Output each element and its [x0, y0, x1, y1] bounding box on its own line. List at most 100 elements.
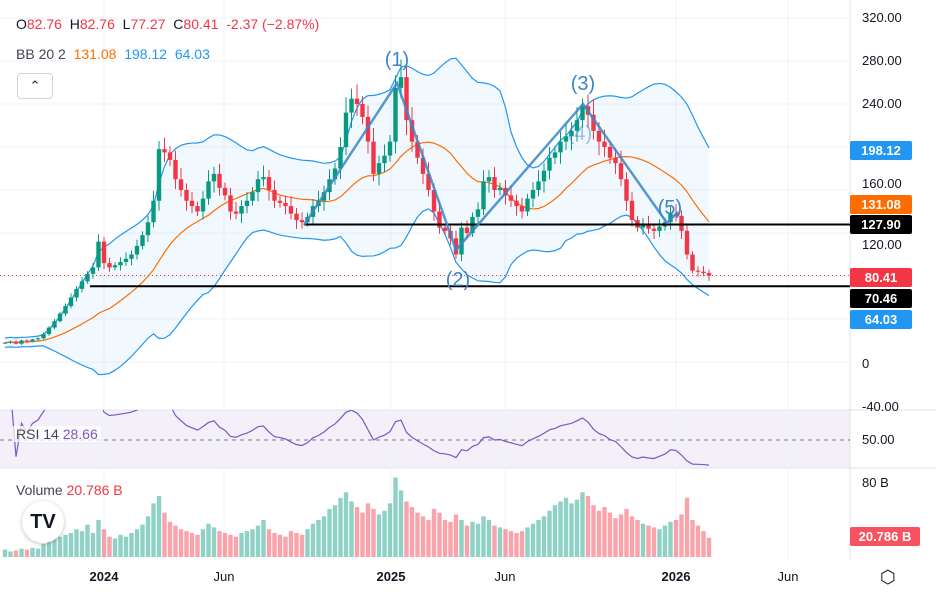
candle-body — [442, 227, 448, 231]
candle-body — [613, 157, 618, 164]
wave-label: (3) — [571, 73, 595, 95]
candle-body — [189, 200, 195, 207]
volume-bar — [123, 536, 129, 557]
volume-bar — [503, 529, 508, 557]
volume-bar — [189, 532, 195, 557]
candle-body — [96, 241, 101, 268]
volume-bar — [376, 514, 382, 557]
candle-body — [481, 181, 486, 210]
volume-bar — [585, 495, 591, 557]
volume-bar — [580, 492, 585, 557]
chevron-up-icon: ⌃ — [29, 78, 41, 93]
collapse-legend-button[interactable]: ⌃ — [17, 73, 53, 99]
volume-bar — [382, 510, 387, 557]
volume-bar — [332, 505, 338, 557]
candle-body — [514, 200, 519, 207]
candle-body — [57, 313, 63, 322]
volume-bar — [426, 520, 431, 557]
rsi-legend[interactable]: RSI 14 28.66 — [13, 426, 101, 442]
volume-bar — [453, 514, 459, 557]
volume-bar — [646, 525, 651, 557]
candle-body — [404, 77, 409, 121]
volume-bar — [41, 544, 46, 557]
bb-upper-tag: 198.12 — [850, 141, 912, 160]
candle-body — [679, 215, 684, 231]
candle-body — [525, 198, 530, 212]
candle-body — [129, 254, 134, 259]
volume-bar — [530, 523, 536, 557]
volume-bar — [684, 497, 690, 557]
candle-body — [8, 341, 13, 343]
bb-legend[interactable]: BB 20 2 131.08 198.12 64.03 — [16, 46, 210, 62]
candle-body — [393, 87, 398, 142]
volume-bar — [156, 495, 162, 557]
candle-body — [464, 227, 470, 233]
candle-body — [492, 177, 497, 190]
candle-body — [222, 187, 228, 196]
volume-bar — [596, 510, 602, 557]
y-tick: 0 — [862, 356, 870, 371]
x-tick: Jun — [494, 569, 516, 584]
candle-body — [30, 339, 35, 342]
candle-body — [63, 306, 68, 314]
candle-body — [294, 213, 299, 221]
candle-body — [184, 190, 189, 201]
candle-body — [371, 141, 376, 174]
volume-bar — [552, 505, 558, 557]
candle-body — [602, 141, 607, 147]
candle-body — [536, 181, 541, 190]
candle-body — [46, 327, 52, 335]
volume-bar — [134, 529, 140, 557]
volume-bar — [574, 499, 580, 557]
volume-bar — [167, 521, 173, 557]
candle-body — [530, 190, 536, 199]
volume-bar — [200, 529, 206, 557]
volume-bar — [409, 507, 415, 557]
candle-body — [272, 190, 277, 201]
volume-bar — [19, 548, 24, 557]
candle-body — [547, 157, 552, 171]
x-tick: 2026 — [661, 569, 691, 584]
volume-bar — [244, 531, 250, 557]
volume-bar — [481, 516, 486, 557]
tradingview-logo[interactable]: TV — [22, 501, 64, 543]
settings-icon[interactable]: ⬡ — [880, 567, 896, 587]
volume-bar — [541, 516, 547, 557]
candle-body — [349, 98, 354, 113]
candle-body — [459, 227, 464, 255]
candle-body — [217, 173, 222, 188]
volume-bar — [266, 529, 272, 557]
candle-body — [239, 206, 244, 214]
candle-body — [200, 198, 206, 212]
candle-body — [211, 173, 217, 182]
volume-bar — [8, 551, 13, 557]
volume-bar — [519, 531, 525, 557]
volume-bar — [184, 531, 189, 557]
candle-body — [112, 265, 118, 268]
volume-bar — [618, 514, 624, 557]
wave-label: (4) — [568, 123, 592, 145]
candle-body — [338, 147, 343, 169]
volume-legend[interactable]: Volume 20.786 B — [16, 482, 123, 498]
volume-bar — [305, 529, 310, 557]
bb-basis-line — [4, 141, 710, 344]
x-tick: Jun — [213, 569, 235, 584]
y-tick: 320.00 — [862, 10, 902, 25]
level-tag: 127.90 — [850, 215, 912, 234]
candle-body — [591, 114, 596, 131]
candle-body — [101, 241, 107, 264]
y-tick: -40.00 — [862, 399, 899, 414]
volume-bar — [508, 531, 514, 557]
volume-bar — [162, 512, 167, 557]
candle-body — [376, 163, 382, 174]
volume-bar — [657, 529, 662, 557]
candle-body — [173, 159, 178, 180]
volume-bar — [398, 490, 404, 557]
candle-body — [244, 200, 250, 207]
candle-body — [233, 211, 239, 214]
candle-body — [24, 340, 30, 342]
y-tick: 280.00 — [862, 53, 902, 68]
volume-bar — [107, 536, 112, 557]
volume-bar — [563, 497, 569, 557]
